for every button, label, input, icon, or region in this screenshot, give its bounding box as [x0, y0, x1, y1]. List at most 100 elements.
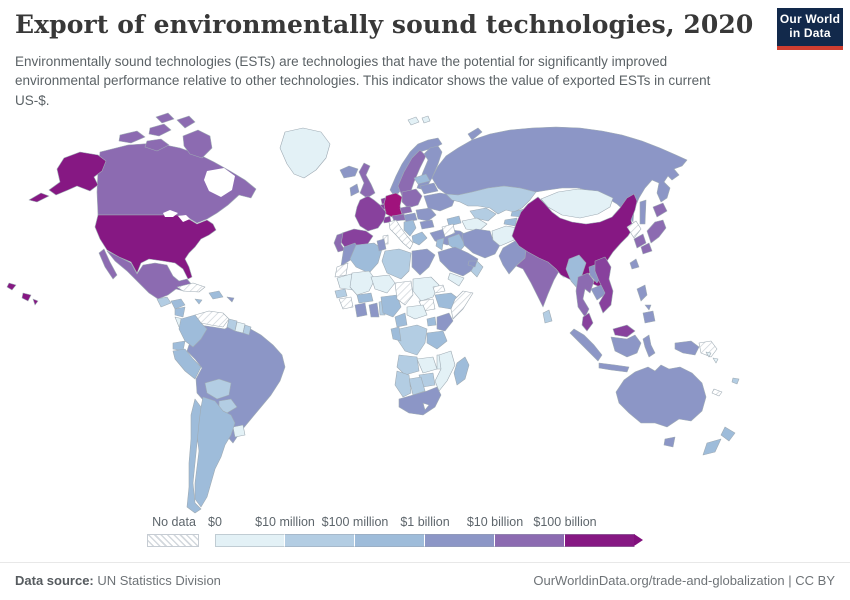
country-turkmenistan[interactable] — [461, 217, 488, 232]
owid-logo[interactable]: Our World in Data — [777, 8, 843, 50]
country-australia-tasmania[interactable] — [663, 436, 676, 448]
country-israel-jordan[interactable] — [435, 237, 445, 251]
country-oman[interactable] — [470, 260, 484, 278]
country-angola[interactable] — [396, 354, 420, 376]
legend-no-data-swatch[interactable] — [147, 534, 199, 547]
country-namibia[interactable] — [394, 370, 412, 398]
country-south-africa[interactable] — [398, 386, 442, 416]
country-papua-new-guinea[interactable] — [698, 340, 718, 358]
country-japan-honshu[interactable] — [646, 219, 667, 244]
owid-url-link[interactable]: OurWorldinData.org/trade-and-globalizati… — [533, 573, 785, 588]
country-zambia[interactable] — [416, 356, 438, 374]
country-ghana[interactable] — [368, 302, 380, 318]
country-malaysia-peninsula[interactable] — [581, 312, 594, 332]
country-egypt[interactable] — [411, 248, 436, 276]
country-afghanistan[interactable] — [491, 225, 519, 247]
country-botswana[interactable] — [408, 376, 426, 396]
country-caucasus[interactable] — [446, 215, 462, 227]
country-germany[interactable] — [383, 192, 403, 219]
country-vietnam[interactable] — [594, 256, 614, 314]
country-sri-lanka[interactable] — [542, 309, 553, 324]
country-somalia[interactable] — [450, 290, 474, 320]
country-senegal[interactable] — [334, 288, 348, 299]
legend-segment-1[interactable] — [285, 534, 355, 547]
country-new-zealand-north[interactable] — [720, 426, 736, 442]
country-western-sahara[interactable] — [334, 262, 349, 278]
country-mexico[interactable] — [106, 250, 193, 300]
country-indonesia-sulawesi[interactable] — [642, 334, 656, 358]
country-czechia[interactable] — [399, 205, 413, 215]
country-jamaica[interactable] — [194, 298, 203, 305]
country-baltics[interactable] — [413, 173, 431, 185]
country-sudan[interactable] — [412, 276, 440, 302]
country-gabon-congo[interactable] — [390, 326, 402, 342]
country-kenya[interactable] — [436, 312, 454, 332]
country-eritrea[interactable] — [432, 284, 446, 294]
country-russia-sakhalin[interactable] — [639, 199, 647, 225]
country-poland[interactable] — [401, 188, 423, 209]
country-ireland[interactable] — [349, 183, 360, 197]
country-cameroon[interactable] — [394, 312, 408, 328]
country-venezuela[interactable] — [194, 310, 230, 328]
country-madagascar[interactable] — [453, 356, 470, 386]
country-uruguay[interactable] — [232, 424, 246, 438]
country-mongolia[interactable] — [540, 188, 614, 219]
legend-segment-0[interactable] — [215, 534, 285, 547]
country-alaska[interactable] — [48, 151, 107, 196]
country-new-zealand-south[interactable] — [702, 438, 722, 456]
country-colombia[interactable] — [178, 314, 208, 348]
country-french-guiana[interactable] — [242, 324, 252, 336]
country-cuba[interactable] — [176, 282, 206, 293]
country-svalbard[interactable] — [421, 115, 431, 124]
country-lesotho[interactable] — [422, 402, 430, 411]
country-burkina-faso[interactable] — [356, 292, 374, 304]
country-iraq[interactable] — [447, 233, 466, 253]
country-mexico-baja[interactable] — [98, 248, 118, 280]
country-mali[interactable] — [349, 270, 376, 296]
country-iran[interactable] — [461, 228, 501, 259]
country-algeria[interactable] — [349, 242, 383, 274]
country-balkans[interactable] — [403, 219, 417, 237]
country-thailand[interactable] — [575, 272, 595, 318]
country-nicaragua[interactable] — [174, 306, 186, 318]
country-cote-divoire[interactable] — [354, 302, 368, 318]
legend-color-bar[interactable] — [215, 534, 643, 547]
country-hungary[interactable] — [403, 212, 418, 223]
country-canada-island[interactable] — [148, 123, 172, 137]
country-greenland[interactable] — [279, 127, 331, 179]
country-italy[interactable] — [388, 219, 414, 250]
country-canada-island[interactable] — [155, 112, 175, 124]
country-japan-hokkaido[interactable] — [652, 202, 668, 218]
country-south-korea[interactable] — [633, 233, 647, 249]
country-uzbekistan[interactable] — [469, 207, 497, 222]
country-tunisia[interactable] — [376, 238, 387, 252]
country-france[interactable] — [354, 195, 387, 232]
country-indonesia-kalimantan[interactable] — [610, 334, 642, 358]
country-kazakhstan[interactable] — [445, 185, 537, 215]
country-tajikistan[interactable] — [503, 217, 518, 227]
country-united-kingdom[interactable] — [358, 162, 376, 199]
country-north-korea[interactable] — [626, 220, 642, 239]
country-philippines-visayas[interactable] — [644, 304, 652, 311]
country-tanzania[interactable] — [426, 330, 448, 350]
country-alaska-aleutians[interactable] — [28, 192, 50, 203]
country-guinea[interactable] — [338, 296, 354, 310]
country-chad[interactable] — [394, 280, 414, 306]
country-uae[interactable] — [467, 260, 478, 268]
country-romania[interactable] — [415, 207, 437, 222]
country-hawaii[interactable] — [6, 282, 17, 291]
country-brazil[interactable] — [186, 322, 286, 444]
country-canada-island[interactable] — [118, 130, 146, 144]
country-central-african-republic[interactable] — [406, 304, 428, 320]
country-canada-island[interactable] — [144, 138, 170, 152]
country-iceland[interactable] — [339, 165, 359, 179]
legend-segment-4[interactable] — [495, 534, 565, 547]
country-guatemala[interactable] — [156, 296, 172, 308]
country-bolivia[interactable] — [204, 378, 232, 400]
country-japan-kyushu[interactable] — [640, 242, 653, 255]
country-niger[interactable] — [370, 274, 396, 294]
country-uganda[interactable] — [426, 316, 437, 327]
country-malaysia-borneo[interactable] — [612, 324, 636, 338]
legend-segment-3[interactable] — [425, 534, 495, 547]
